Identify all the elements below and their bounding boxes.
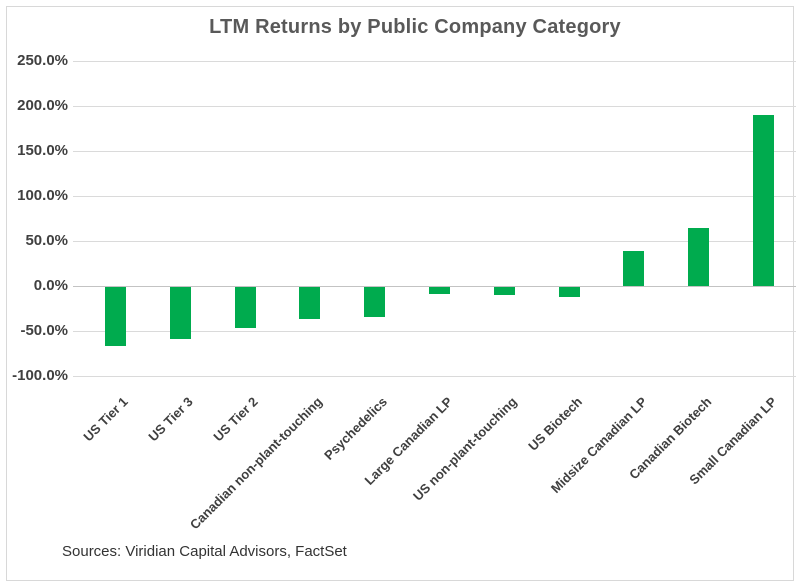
y-axis-tick-label: 50.0% [25, 232, 68, 249]
x-axis-zero-line [73, 286, 796, 287]
y-axis-tick-label: 100.0% [17, 187, 68, 204]
bar-midsize-canadian-lp [623, 250, 645, 286]
y-axis-tick-label: 200.0% [17, 97, 68, 114]
gridline [73, 106, 796, 107]
gridline [73, 331, 796, 332]
bar-canadian-biotech [688, 227, 710, 286]
y-axis-tick-label: 250.0% [17, 52, 68, 69]
chart-border-frame [6, 6, 794, 581]
bar-large-canadian-lp [429, 287, 450, 295]
gridline [73, 151, 796, 152]
source-note: Sources: Viridian Capital Advisors, Fact… [62, 543, 347, 560]
chart-title: LTM Returns by Public Company Category [209, 16, 621, 38]
y-axis-tick-label: -100.0% [12, 367, 68, 384]
gridline [73, 196, 796, 197]
bar-small-canadian-lp [753, 115, 775, 286]
bar-psychedelics [364, 287, 386, 317]
gridline [73, 241, 796, 242]
gridline [73, 61, 796, 62]
bar-us-tier-2 [234, 287, 256, 328]
y-axis-tick-label: 0.0% [33, 277, 68, 294]
gridline [73, 376, 796, 377]
bar-us-biotech [558, 287, 580, 297]
y-axis-tick-label: -50.0% [20, 322, 68, 339]
bar-us-non-plant-touching [493, 287, 515, 296]
y-axis-tick-label: 150.0% [17, 142, 68, 159]
bar-us-tier-3 [169, 287, 191, 340]
bar-canadian-non-plant-touching [299, 287, 321, 319]
bar-us-tier-1 [104, 287, 126, 346]
